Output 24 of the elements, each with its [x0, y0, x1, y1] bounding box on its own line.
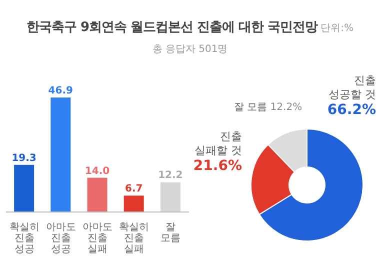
chart-title: 한국축구 9회연속 월드컵본선 진출에 대한 국민전망: [26, 20, 318, 35]
bar: [124, 196, 144, 212]
data-label: 12.2: [158, 170, 183, 182]
data-label: 14.0: [84, 166, 110, 177]
data-label: 21.6%: [193, 158, 242, 174]
data-label: 6.7: [124, 184, 143, 195]
slice-label: 진출 성공할 것: [328, 74, 376, 101]
data-label: 19.3: [12, 152, 36, 164]
chart-subtitle: 총 응답자 501명: [151, 43, 229, 56]
x-tick-label: 확실히 진출 실패: [119, 222, 150, 255]
slice-label: 잘 모름: [234, 102, 268, 113]
x-tick-label: 잘 모름: [160, 222, 181, 244]
x-tick-label: 아마도 진출 성공: [46, 222, 76, 255]
data-label: 66.2%: [327, 102, 376, 118]
text: 단위:%: [320, 23, 354, 34]
x-tick-label: 아마도 진출 실패: [82, 222, 112, 255]
data-label: 12.2%: [270, 102, 302, 113]
bar: [14, 164, 34, 212]
bar: [87, 178, 108, 212]
slice-label: 진출 실패할 것: [194, 130, 242, 157]
bar: [50, 97, 71, 212]
x-tick-label: 확실히 진출 성공: [9, 222, 40, 255]
bar: [160, 182, 180, 212]
data-label: 46.9: [48, 85, 74, 96]
